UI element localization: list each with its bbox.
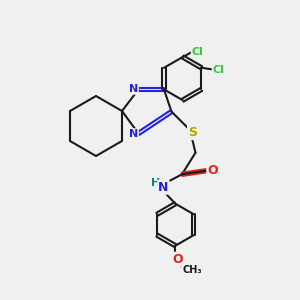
Text: O: O [207, 164, 218, 177]
Text: N: N [129, 129, 138, 139]
Text: H: H [151, 178, 160, 188]
Text: CH₃: CH₃ [182, 265, 202, 275]
Text: N: N [158, 181, 169, 194]
Text: O: O [172, 253, 183, 266]
Text: Cl: Cl [192, 47, 204, 57]
Text: N: N [129, 84, 138, 94]
Text: S: S [188, 126, 197, 139]
Text: Cl: Cl [213, 65, 224, 75]
